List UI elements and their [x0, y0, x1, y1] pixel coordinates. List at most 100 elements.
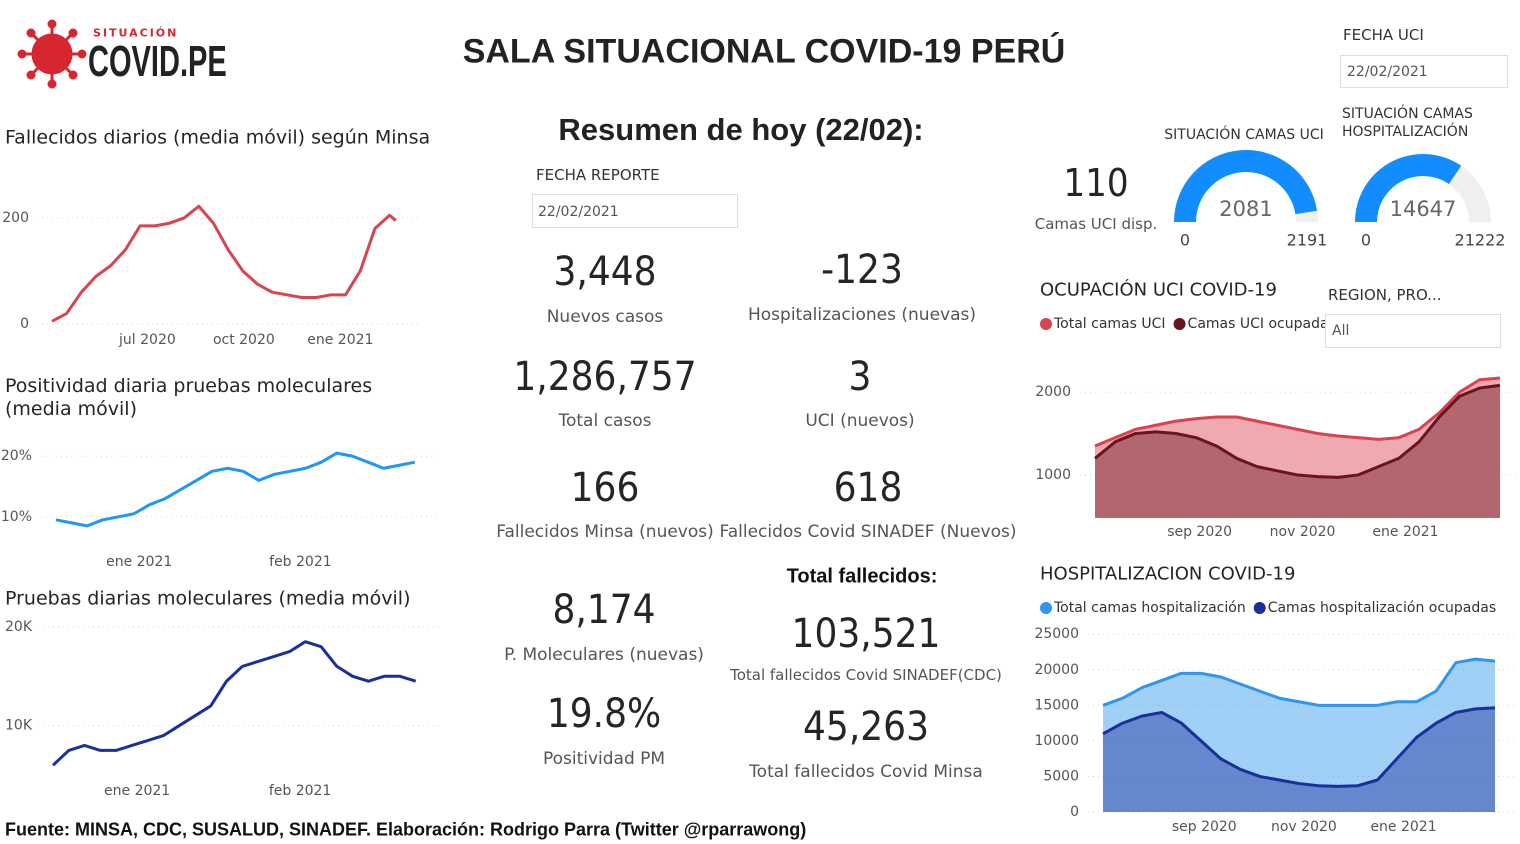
area: [1103, 659, 1495, 812]
line: [55, 451, 416, 528]
x-tick-label: sep 2020: [1167, 524, 1232, 540]
legend-marker: [1173, 318, 1186, 330]
logo-text: COVID.PE: [88, 37, 227, 86]
line: [1102, 706, 1496, 788]
kpi-label: Total casos: [558, 411, 652, 431]
line: [51, 640, 417, 767]
area: [1095, 378, 1500, 518]
chart-title: Positividad diaria pruebas moleculares (…: [5, 375, 373, 420]
kpi-label: Fallecidos Covid SINADEF (Nuevos): [719, 522, 1017, 542]
y-tick-label: 2000: [1035, 384, 1071, 400]
area: [1095, 385, 1500, 518]
chart-title: Pruebas diarias moleculares (media móvil…: [5, 587, 411, 610]
dropdown-value[interactable]: 22/02/2021: [538, 204, 619, 220]
y-tick-label: 25000: [1034, 626, 1079, 642]
kpi-value: 1,286,757: [513, 354, 697, 400]
kpi-value: 3: [848, 354, 872, 400]
legend-label: Total camas UCI: [1053, 316, 1166, 332]
x-tick-label: nov 2020: [1270, 524, 1336, 540]
summary-subtitle: Total fallecidos:: [786, 565, 938, 588]
dropdown[interactable]: [1340, 55, 1508, 88]
x-tick-label: feb 2021: [269, 783, 332, 799]
logo-icon: [17, 19, 87, 89]
logo-caption: SITUACIÓN: [93, 26, 179, 40]
kpi-label: Camas UCI disp.: [1034, 215, 1158, 233]
y-tick-label: 1000: [1035, 467, 1071, 483]
y-tick-label: 10000: [1034, 733, 1079, 749]
gauge-min: 0: [1180, 231, 1190, 250]
kpi-value: 103,521: [791, 611, 941, 657]
y-tick-label: 0: [1070, 804, 1079, 820]
y-tick-label: 10%: [1, 509, 32, 525]
gauge-value-label: 2081: [1219, 197, 1272, 221]
gauge-value-label: 14647: [1390, 197, 1457, 221]
summary-title: Resumen de hoy (22/02):: [558, 112, 924, 147]
filter-label: REGION, PRO...: [1328, 286, 1442, 304]
kpi-value: 618: [833, 465, 903, 511]
kpi-label: Total fallecidos Covid SINADEF(CDC): [730, 666, 1002, 684]
gauge-value: [1355, 153, 1462, 222]
kpi-value: -123: [821, 247, 903, 293]
x-tick-label: ene 2021: [106, 554, 172, 570]
area: [1103, 707, 1495, 812]
gauge-max: 21222: [1455, 231, 1506, 250]
kpi-label: Hospitalizaciones (nuevas): [748, 305, 976, 325]
kpi-value: 19.8%: [546, 691, 662, 737]
x-tick-label: ene 2021: [1370, 819, 1436, 835]
kpi-label: Fallecidos Minsa (nuevos): [496, 522, 714, 542]
gauge-value: [1174, 149, 1318, 222]
filter-label: FECHA REPORTE: [536, 166, 660, 184]
legend-marker: [1040, 602, 1052, 614]
dropdown[interactable]: [532, 194, 738, 228]
chart-title: Fallecidos diarios (media móvil) según M…: [5, 126, 431, 149]
kpi-value: 3,448: [553, 249, 657, 295]
kpi-label: Nuevos casos: [546, 307, 664, 327]
page-title: SALA SITUACIONAL COVID-19 PERÚ: [462, 32, 1066, 71]
y-tick-label: 20K: [5, 619, 33, 635]
kpi-label: Positividad PM: [542, 749, 666, 769]
x-tick-label: ene 2021: [307, 332, 373, 348]
x-tick-label: sep 2020: [1172, 819, 1237, 835]
legend-label: Total camas hospitalización: [1053, 600, 1246, 616]
kpi-value: 166: [570, 465, 640, 511]
footer: Fuente: MINSA, CDC, SUSALUD, SINADEF. El…: [5, 819, 807, 840]
legend-label: Camas hospitalización ocupadas: [1268, 600, 1496, 616]
x-tick-label: nov 2020: [1271, 819, 1337, 835]
gauge-title: SITUACIÓN CAMAS HOSPITALIZACIÓN: [1342, 106, 1473, 140]
x-tick-label: ene 2021: [104, 783, 170, 799]
dropdown[interactable]: [1325, 314, 1501, 348]
dropdown-value[interactable]: 22/02/2021: [1347, 64, 1428, 80]
line: [1094, 383, 1501, 479]
gauge-title: SITUACIÓN CAMAS UCI: [1164, 127, 1324, 143]
dropdown-value[interactable]: All: [1332, 323, 1350, 339]
chart-title: HOSPITALIZACION COVID-19: [1040, 563, 1296, 585]
gauge-max: 2191: [1287, 231, 1328, 250]
y-tick-label: 5000: [1043, 768, 1079, 784]
kpi-label: UCI (nuevos): [805, 411, 915, 431]
legend-marker: [1040, 318, 1052, 330]
gauge-min: 0: [1361, 231, 1371, 250]
y-tick-label: 200: [2, 210, 29, 226]
kpi-value: 45,263: [803, 704, 929, 750]
x-tick-label: ene 2021: [1372, 524, 1438, 540]
y-tick-label: 20%: [1, 448, 32, 464]
legend-label: Camas UCI ocupadas: [1188, 316, 1336, 332]
filter-label: FECHA UCI: [1343, 26, 1424, 44]
chart-title: OCUPACIÓN UCI COVID-19: [1040, 279, 1277, 301]
x-tick-label: jul 2020: [118, 332, 176, 348]
line: [1102, 657, 1496, 707]
y-tick-label: 10K: [5, 718, 33, 734]
kpi-label: P. Moleculares (nuevas): [504, 645, 704, 665]
line: [51, 204, 397, 323]
y-tick-label: 20000: [1034, 662, 1079, 678]
x-tick-label: feb 2021: [269, 554, 332, 570]
kpi-value: 110: [1063, 161, 1129, 205]
line: [1094, 376, 1501, 448]
x-tick-label: oct 2020: [213, 332, 275, 348]
y-tick-label: 0: [20, 316, 29, 332]
y-tick-label: 15000: [1034, 697, 1079, 713]
kpi-label: Total fallecidos Covid Minsa: [749, 762, 983, 782]
legend-marker: [1253, 602, 1266, 614]
